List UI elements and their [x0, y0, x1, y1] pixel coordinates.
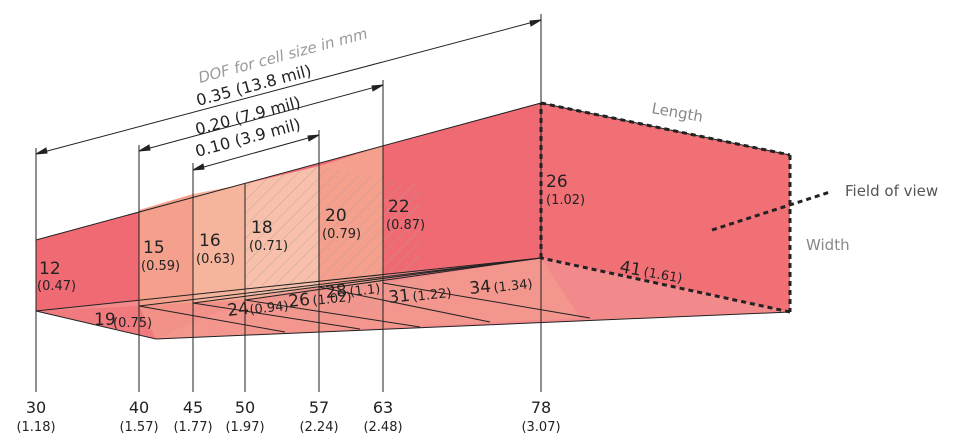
- distance-tick-mm: 78: [531, 398, 551, 417]
- width-label: 34: [468, 277, 492, 299]
- distance-tick-inch: (1.18): [16, 420, 55, 435]
- bottom-lines: [35, 257, 791, 340]
- distance-tick-inch: (1.77): [173, 420, 212, 435]
- width-label-inch: (0.94): [249, 299, 289, 318]
- width-label-inch: (0.75): [113, 316, 152, 331]
- height-label: 15: [143, 238, 165, 258]
- height-label-inch: (0.71): [249, 239, 288, 254]
- width-label-inch: (1.22): [412, 286, 452, 305]
- zone-45-50: [193, 184, 245, 303]
- height-label: 22: [388, 197, 410, 217]
- distance-tick-inch: (1.57): [119, 420, 158, 435]
- field-of-view-label: Field of view: [845, 182, 938, 200]
- height-label-inch: (0.87): [386, 218, 425, 233]
- length-label: Length: [650, 99, 704, 126]
- distance-tick-mm: 57: [309, 398, 329, 417]
- distance-tick-inch: (2.24): [299, 420, 338, 435]
- width-label: 31: [387, 286, 411, 308]
- width-label: 28: [324, 281, 348, 303]
- height-label-inch: (1.02): [546, 193, 585, 208]
- height-label: 16: [199, 231, 221, 251]
- height-label-inch: (0.59): [141, 259, 180, 274]
- width-label: 41: [618, 257, 643, 280]
- distance-lines: [35, 14, 542, 392]
- height-label-inch: (0.79): [322, 227, 361, 242]
- width-label: 24: [226, 299, 250, 321]
- width-label: 26: [287, 290, 311, 312]
- distance-tick-mm: 45: [183, 398, 203, 417]
- distance-tick-inch: (2.48): [363, 420, 402, 435]
- width-label-inch: (1.02): [312, 290, 352, 309]
- width-side-label: Width: [806, 236, 850, 254]
- height-label: 26: [546, 172, 568, 192]
- distance-tick-mm: 63: [373, 398, 393, 417]
- height-label: 18: [251, 218, 273, 238]
- distance-tick-inch: (1.97): [225, 420, 264, 435]
- height-label: 12: [39, 259, 61, 279]
- distance-tick-mm: 30: [26, 398, 46, 417]
- distance-axis: 30 (1.18) 40 (1.57) 45 (1.77) 50 (1.97) …: [16, 398, 560, 435]
- distance-tick-inch: (3.07): [521, 420, 560, 435]
- distance-tick-mm: 50: [235, 398, 255, 417]
- far-face: [541, 103, 790, 312]
- width-label-inch: (1.34): [493, 277, 533, 296]
- distance-tick-mm: 40: [129, 398, 149, 417]
- height-label: 20: [325, 206, 347, 226]
- zone-40-45: [139, 194, 193, 306]
- width-label-inch: (1.1): [349, 282, 381, 300]
- dof-arrows: [35, 19, 542, 171]
- height-label-inch: (0.63): [196, 252, 235, 267]
- width-label: 19: [94, 310, 116, 330]
- height-label-inch: (0.47): [37, 279, 76, 294]
- width-label-inch: (1.61): [642, 265, 683, 287]
